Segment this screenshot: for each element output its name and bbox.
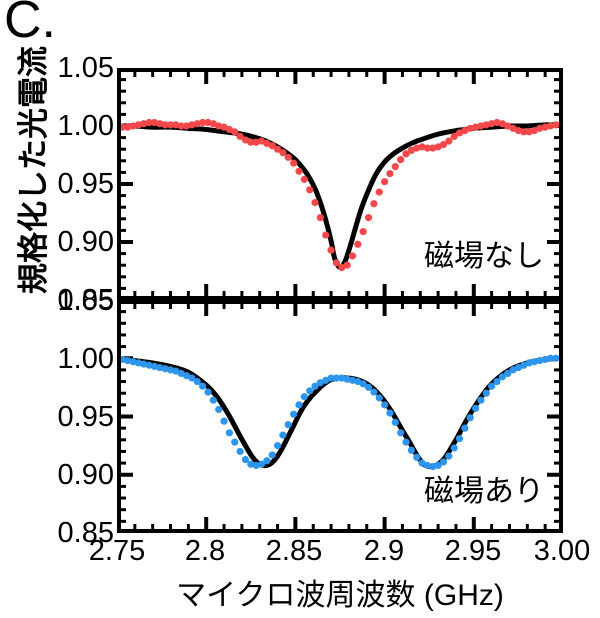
y-tick-label: 0.90: [57, 459, 114, 491]
annotation-with-field: 磁場あり: [424, 475, 544, 508]
y-tick-labels-bottom: 1.05 1.00 0.95 0.90 0.85: [8, 0, 114, 548]
annotation-no-field: 磁場なし: [424, 240, 544, 273]
odmr-with-field-plot: [117, 300, 563, 533]
x-tick-label: 2.75: [88, 535, 146, 567]
x-tick-label: 3.00: [533, 535, 591, 567]
y-tick-label: 0.85: [57, 517, 114, 549]
y-tick-label: 0.95: [57, 168, 114, 200]
x-tick-label: 2.9: [363, 535, 405, 567]
y-tick-label: 1.00: [57, 110, 114, 142]
y-tick-label: 0.85: [57, 284, 114, 316]
y-tick-label: 1.00: [57, 343, 114, 375]
y-tick-label: 1.05: [57, 52, 114, 84]
x-tick-label: 2.85: [265, 535, 323, 567]
x-tick-label: 2.8: [184, 535, 226, 567]
odmr-no-field-plot: [117, 68, 563, 300]
x-axis-title: マイクロ波周波数 (GHz): [176, 579, 504, 612]
y-tick-labels-top: 1.05 1.00 0.95 0.90 0.85: [8, 0, 114, 315]
chart-panel-no-field: [117, 68, 563, 300]
panel-letter: C.: [4, 0, 56, 49]
y-tick-label: 1.05: [57, 285, 114, 317]
chart-panel-with-field: [117, 300, 563, 533]
x-tick-label: 2.95: [444, 535, 502, 567]
y-tick-label: 0.90: [57, 226, 114, 258]
y-tick-label: 0.95: [57, 401, 114, 433]
